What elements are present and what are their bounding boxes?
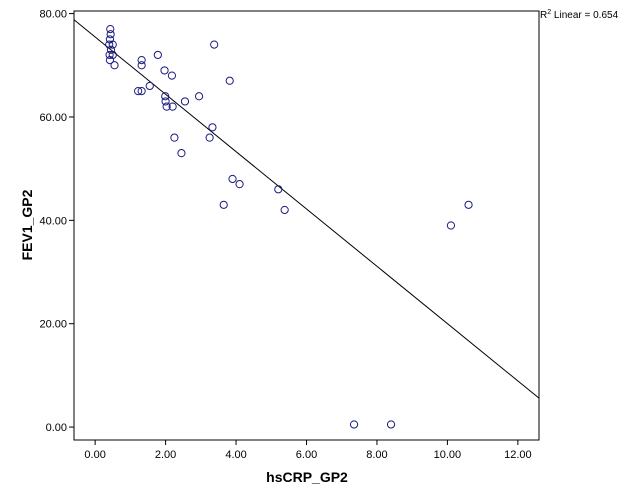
- data-point: [210, 40, 219, 49]
- y-tick-label: 40.00: [39, 215, 67, 227]
- x-tick-label: 2.00: [155, 449, 176, 461]
- data-point: [219, 200, 228, 209]
- data-point: [228, 174, 237, 184]
- y-axis: 0.00 20.00 40.00 60.00 80.00: [39, 9, 74, 434]
- r-squared-value: Linear = 0.654: [551, 10, 618, 21]
- data-point: [349, 420, 359, 429]
- data-point: [446, 221, 456, 230]
- x-axis: 0.00 2.00 4.00 6.00 8.00 10.00 12.00: [84, 440, 532, 461]
- y-tick-label: 20.00: [39, 319, 67, 331]
- data-point: [162, 102, 171, 111]
- data-point: [110, 61, 119, 70]
- data-point: [208, 123, 217, 132]
- data-point: [280, 205, 289, 215]
- data-point: [134, 87, 143, 96]
- x-tick-label: 4.00: [225, 449, 246, 461]
- y-tick-label: 60.00: [39, 112, 67, 124]
- data-point: [137, 87, 146, 96]
- data-points: [105, 24, 473, 429]
- data-point: [106, 30, 115, 39]
- data-point: [105, 50, 114, 60]
- data-point: [205, 133, 214, 142]
- data-point: [145, 81, 154, 91]
- data-point: [105, 40, 114, 49]
- r-squared-superscript: 2: [547, 9, 551, 16]
- y-axis-title: FEV1_GP2: [19, 189, 35, 260]
- data-point: [274, 185, 283, 194]
- data-point: [105, 35, 115, 44]
- data-point: [161, 92, 170, 101]
- plot-area: [73, 10, 540, 441]
- data-point: [160, 66, 169, 75]
- data-point: [106, 24, 115, 34]
- x-tick-label: 10.00: [434, 449, 462, 461]
- data-point: [194, 92, 204, 101]
- data-point: [137, 61, 146, 70]
- y-tick-label: 0.00: [46, 422, 67, 434]
- y-tick-label: 80.00: [39, 9, 67, 21]
- x-tick-label: 0.00: [84, 449, 105, 461]
- data-point: [108, 50, 117, 60]
- data-point: [235, 180, 244, 189]
- x-tick-label: 12.00: [504, 449, 532, 461]
- x-tick-label: 6.00: [296, 449, 317, 461]
- x-tick-label: 8.00: [366, 449, 387, 461]
- data-point: [225, 76, 234, 85]
- data-point: [386, 420, 396, 429]
- r-squared-annotation: R2 Linear = 0.654: [540, 9, 619, 21]
- data-point: [180, 97, 190, 106]
- data-point: [464, 200, 473, 209]
- data-point: [153, 50, 162, 60]
- data-point: [106, 45, 116, 54]
- data-point: [167, 71, 177, 80]
- data-point: [108, 40, 117, 49]
- data-point: [177, 149, 186, 158]
- r-squared-r: R: [540, 10, 547, 21]
- x-axis-title: hsCRP_GP2: [266, 469, 348, 485]
- data-point: [137, 56, 146, 65]
- data-point: [105, 56, 115, 65]
- data-point: [168, 102, 177, 111]
- data-point: [170, 133, 179, 142]
- data-point: [161, 97, 170, 106]
